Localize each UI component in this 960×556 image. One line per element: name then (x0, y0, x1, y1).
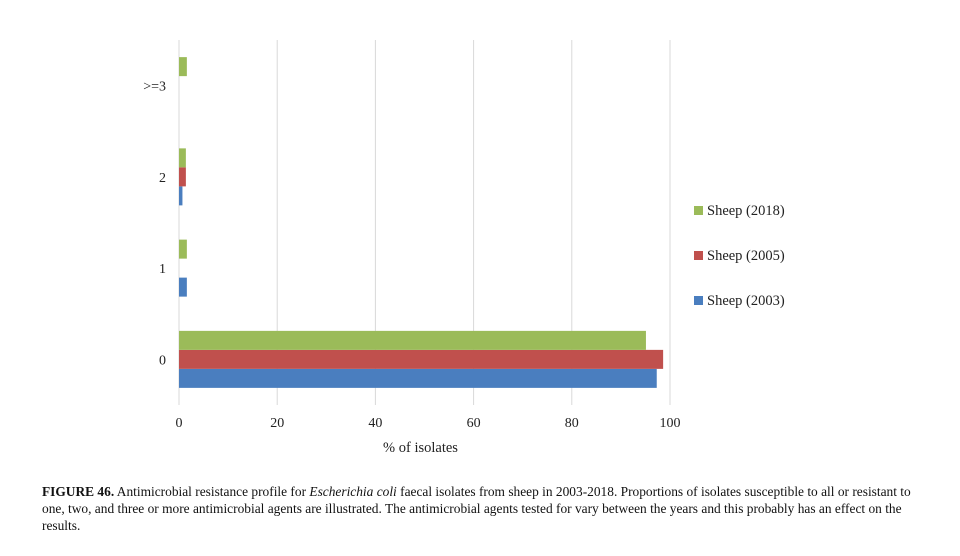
x-tick-label: 0 (176, 416, 183, 431)
x-tick-label: 60 (467, 416, 481, 431)
bar-sheep-2018--2 (179, 148, 186, 168)
x-tick-label: 100 (660, 416, 681, 431)
bar-sheep-2003--1 (179, 277, 187, 297)
legend-swatch (694, 296, 703, 305)
species-name: Escherichia coli (309, 484, 397, 499)
x-tick-label: 40 (368, 416, 382, 431)
caption-text: Antimicrobial resistance profile for (114, 484, 310, 499)
legend-label: Sheep (2003) (707, 293, 785, 309)
legend-swatch (694, 206, 703, 215)
bar-sheep-2003--0 (179, 368, 657, 388)
x-axis-label: % of isolates (383, 440, 458, 456)
legend-swatch (694, 251, 703, 260)
y-tick-label: >=3 (143, 80, 166, 95)
bar-sheep-2018--3 (179, 57, 187, 77)
bar-sheep-2005--2 (179, 167, 186, 187)
bar-sheep-2018--1 (179, 239, 187, 259)
y-tick-label: 1 (159, 262, 166, 277)
bar-sheep-2018--0 (179, 330, 646, 350)
bar-chart: 0 20 40 60 80 100 % of isolates 0 1 2 >=3 Sheep (20… (143, 40, 785, 456)
x-tick-label: 20 (270, 416, 284, 431)
x-tick-label: 80 (565, 416, 579, 431)
legend-label: Sheep (2005) (707, 248, 785, 264)
y-tick-label: 0 (159, 353, 166, 368)
caption-text-2: faecal isolates from sheep in 2003-2018.… (42, 484, 911, 533)
bar-sheep-2005--0 (179, 349, 664, 369)
bar-sheep-2003--2 (179, 186, 183, 206)
y-tick-label: 2 (159, 171, 166, 186)
figure-label: FIGURE 46. (42, 484, 115, 499)
legend-label: Sheep (2018) (707, 203, 785, 219)
figure-caption: FIGURE 46. Antimicrobial resistance prof… (42, 483, 922, 534)
